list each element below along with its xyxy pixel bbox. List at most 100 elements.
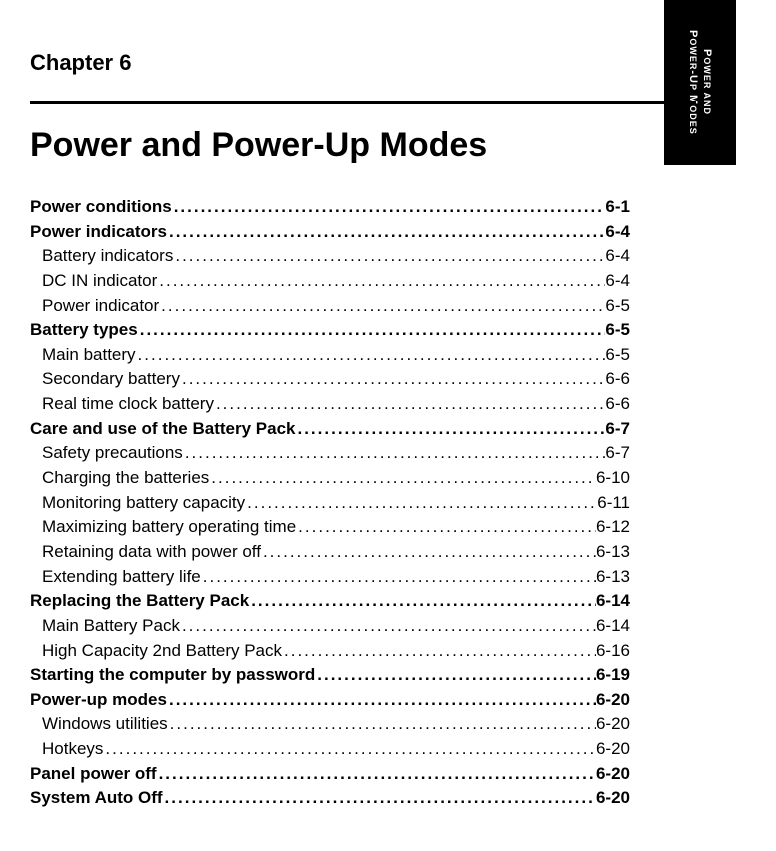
- toc-entry-leader: [167, 688, 596, 713]
- toc-entry: Care and use of the Battery Pack 6-7: [30, 417, 630, 442]
- toc-entry-leader: [245, 491, 597, 516]
- toc-entry-leader: [209, 466, 596, 491]
- toc-entry: Secondary battery 6-6: [30, 367, 630, 392]
- toc-entry-label: Secondary battery: [42, 367, 180, 392]
- toc-entry-label: Power indicator: [42, 294, 159, 319]
- toc-entry-page: 6-20: [596, 737, 630, 762]
- toc-entry: Battery types6-5: [30, 318, 630, 343]
- toc-entry-page: 6-20: [596, 762, 630, 787]
- toc-entry: Power-up modes 6-20: [30, 688, 630, 713]
- toc-entry-leader: [180, 367, 605, 392]
- toc-entry-label: Power-up modes: [30, 688, 167, 713]
- toc-entry-page: 6-14: [596, 589, 630, 614]
- toc-entry-leader: [180, 614, 596, 639]
- toc-entry-label: Windows utilities: [42, 712, 168, 737]
- toc-entry: DC IN indicator 6-4: [30, 269, 630, 294]
- toc-entry-leader: [173, 244, 605, 269]
- toc-entry-leader: [159, 294, 605, 319]
- toc-entry-leader: [201, 565, 596, 590]
- toc-entry-leader: [261, 540, 596, 565]
- toc-entry-leader: [214, 392, 605, 417]
- chapter-title: Power and Power-Up Modes: [30, 126, 696, 165]
- toc-entry-leader: [163, 786, 596, 811]
- toc-entry-leader: [183, 441, 606, 466]
- toc-entry-label: Safety precautions: [42, 441, 183, 466]
- toc-entry-page: 6-4: [605, 244, 630, 269]
- toc-entry: Panel power off 6-20: [30, 762, 630, 787]
- toc-entry-label: Extending battery life: [42, 565, 201, 590]
- toc-entry-label: Power indicators: [30, 220, 167, 245]
- toc-entry-leader: [157, 269, 605, 294]
- toc-entry: Maximizing battery operating time 6-12: [30, 515, 630, 540]
- toc-entry-page: 6-20: [596, 712, 630, 737]
- toc-entry: Power indicators 6-4: [30, 220, 630, 245]
- toc-entry-page: 6-19: [596, 663, 630, 688]
- toc-entry: Replacing the Battery Pack 6-14: [30, 589, 630, 614]
- toc-entry-label: Charging the batteries: [42, 466, 209, 491]
- toc-entry: Retaining data with power off 6-13: [30, 540, 630, 565]
- toc-entry: Hotkeys 6-20: [30, 737, 630, 762]
- toc-entry-page: 6-5: [605, 343, 630, 368]
- toc-entry: Extending battery life 6-13: [30, 565, 630, 590]
- toc-entry-leader: [167, 220, 605, 245]
- toc-entry: Main Battery Pack 6-14: [30, 614, 630, 639]
- toc-entry-label: Starting the computer by password: [30, 663, 315, 688]
- toc-entry-label: High Capacity 2nd Battery Pack: [42, 639, 282, 664]
- chapter-label: Chapter 6: [30, 50, 696, 76]
- toc-entry-leader: [282, 639, 596, 664]
- toc-entry-label: Retaining data with power off: [42, 540, 261, 565]
- toc-entry-page: 6-5: [605, 318, 630, 343]
- toc-entry-page: 6-5: [605, 294, 630, 319]
- chapter-rule: [30, 101, 696, 104]
- toc-entry-leader: [136, 343, 606, 368]
- toc-entry-page: 6-13: [596, 540, 630, 565]
- toc-entry-page: 6-6: [605, 367, 630, 392]
- toc-entry-page: 6-14: [596, 614, 630, 639]
- toc-entry: Power conditions 6-1: [30, 195, 630, 220]
- toc-entry-leader: [168, 712, 596, 737]
- toc-entry-page: 6-20: [596, 786, 630, 811]
- toc-entry: Main battery 6-5: [30, 343, 630, 368]
- toc-entry-label: Main battery: [42, 343, 136, 368]
- toc-entry-leader: [315, 663, 596, 688]
- toc-entry-label: Real time clock battery: [42, 392, 214, 417]
- toc-entry-label: Panel power off: [30, 762, 157, 787]
- toc-entry-page: 6-6: [605, 392, 630, 417]
- toc-entry-label: Hotkeys: [42, 737, 103, 762]
- toc-entry-label: DC IN indicator: [42, 269, 157, 294]
- toc-entry-page: 6-10: [596, 466, 630, 491]
- toc-entry-page: 6-7: [605, 417, 630, 442]
- toc-entry-page: 6-11: [597, 491, 630, 516]
- toc-entry: Windows utilities 6-20: [30, 712, 630, 737]
- toc-entry: Real time clock battery 6-6: [30, 392, 630, 417]
- toc-entry-page: 6-7: [605, 441, 630, 466]
- toc-entry-label: Care and use of the Battery Pack: [30, 417, 295, 442]
- toc-entry-page: 6-12: [596, 515, 630, 540]
- toc-entry-label: Monitoring battery capacity: [42, 491, 245, 516]
- toc-entry-page: 6-4: [605, 220, 630, 245]
- toc-entry-page: 6-1: [605, 195, 630, 220]
- toc-entry-page: 6-13: [596, 565, 630, 590]
- table-of-contents: Power conditions6-1Power indicators6-4Ba…: [30, 195, 630, 811]
- toc-entry-label: Main Battery Pack: [42, 614, 180, 639]
- toc-entry: Safety precautions 6-7: [30, 441, 630, 466]
- toc-entry: Starting the computer by password 6-19: [30, 663, 630, 688]
- toc-entry-leader: [249, 589, 596, 614]
- toc-entry: Power indicator 6-5: [30, 294, 630, 319]
- toc-entry-leader: [103, 737, 596, 762]
- toc-entry-page: 6-16: [596, 639, 630, 664]
- toc-entry-leader: [157, 762, 596, 787]
- toc-entry-leader: [296, 515, 596, 540]
- toc-entry-leader: [138, 318, 606, 343]
- toc-entry-label: Battery indicators: [42, 244, 173, 269]
- toc-entry-label: Replacing the Battery Pack: [30, 589, 249, 614]
- toc-entry: System Auto Off 6-20: [30, 786, 630, 811]
- toc-entry-page: 6-20: [596, 688, 630, 713]
- toc-entry-label: System Auto Off: [30, 786, 163, 811]
- toc-entry-page: 6-4: [605, 269, 630, 294]
- toc-entry-label: Maximizing battery operating time: [42, 515, 296, 540]
- page-container: Chapter 6 Power and Power-Up Modes Power…: [0, 0, 776, 851]
- toc-entry: Battery indicators 6-4: [30, 244, 630, 269]
- toc-entry-label: Power conditions: [30, 195, 172, 220]
- toc-entry-leader: [295, 417, 605, 442]
